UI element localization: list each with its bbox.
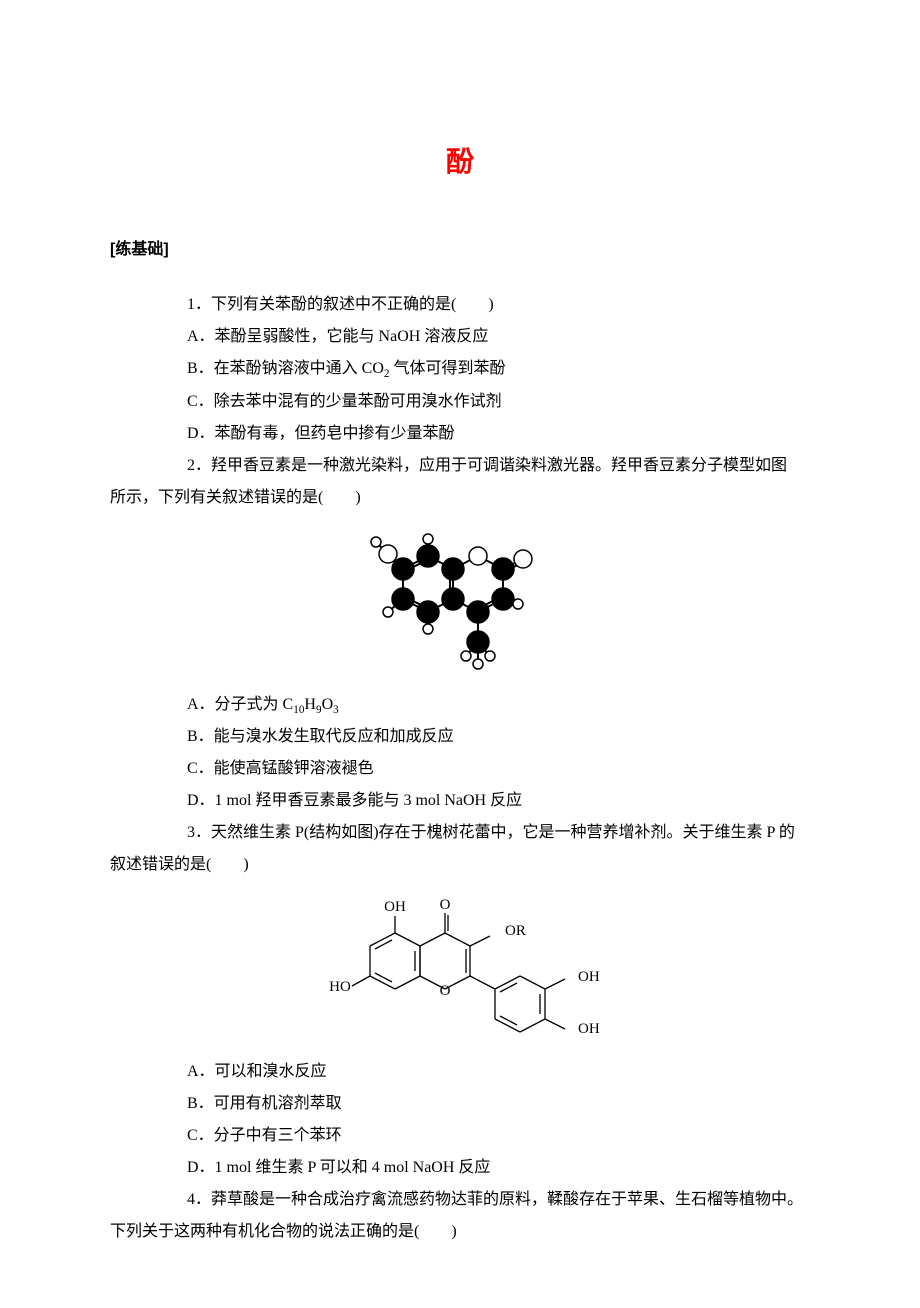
q2-stem-line1: 2．羟甲香豆素是一种激光染料，应用于可调谐染料激光器。羟甲香豆素分子模型如图: [155, 450, 810, 482]
q3-option-a: A．可以和溴水反应: [187, 1056, 810, 1088]
svg-text:OH: OH: [384, 899, 406, 915]
svg-text:OH: OH: [578, 969, 600, 985]
q2a-sub1: 10: [293, 704, 304, 716]
q3-stem-line2: 叙述错误的是( ): [110, 849, 810, 881]
q2a-end: O: [322, 696, 334, 713]
q2-option-a: A．分子式为 C10H9O3: [187, 689, 810, 722]
q2a-mid: H: [304, 696, 316, 713]
svg-text:HO: HO: [329, 979, 351, 995]
q3-figure: O O OR OH HO OH OH: [110, 891, 810, 1046]
q3-option-c: C．分子中有三个苯环: [187, 1120, 810, 1152]
q4-stem-line2: 下列关于这两种有机化合物的说法正确的是( ): [110, 1216, 810, 1248]
q1b-suffix: 气体可得到苯酚: [390, 360, 506, 377]
svg-text:OR: OR: [505, 923, 526, 939]
q1-option-a: A．苯酚呈弱酸性，它能与 NaOH 溶液反应: [187, 321, 810, 353]
q3-option-d: D．1 mol 维生素 P 可以和 4 mol NaOH 反应: [187, 1152, 810, 1184]
q1-stem: 1．下列有关苯酚的叙述中不正确的是( ): [155, 289, 810, 321]
q1-option-c: C．除去苯中混有的少量苯酚可用溴水作试剂: [187, 386, 810, 418]
q3-stem-line1: 3．天然维生素 P(结构如图)存在于槐树花蕾中，它是一种营养增补剂。关于维生素 …: [155, 817, 810, 849]
q2a-prefix: A．分子式为 C: [187, 696, 293, 713]
q2a-sub3: 3: [333, 704, 339, 716]
section-header: [练基础]: [110, 235, 810, 259]
q2-option-b: B．能与溴水发生取代反应和加成反应: [187, 721, 810, 753]
svg-text:OH: OH: [578, 1021, 600, 1037]
q4-stem-line1: 4．莽草酸是一种合成治疗禽流感药物达菲的原料，鞣酸存在于苹果、生石榴等植物中。: [155, 1184, 810, 1216]
q2-figure: [110, 524, 810, 679]
svg-text:O: O: [440, 897, 451, 913]
q1-option-b: B．在苯酚钠溶液中通入 CO2 气体可得到苯酚: [187, 353, 810, 386]
q2-option-c: C．能使高锰酸钾溶液褪色: [187, 753, 810, 785]
q2-stem-line2: 所示，下列有关叙述错误的是( ): [110, 482, 810, 514]
svg-text:O: O: [440, 983, 451, 999]
doc-title: 酚: [110, 140, 810, 180]
q1b-prefix: B．在苯酚钠溶液中通入 CO: [187, 360, 384, 377]
q3-option-b: B．可用有机溶剂萃取: [187, 1088, 810, 1120]
q1-option-d: D．苯酚有毒，但药皂中掺有少量苯酚: [187, 418, 810, 450]
q2-option-d: D．1 mol 羟甲香豆素最多能与 3 mol NaOH 反应: [187, 785, 810, 817]
